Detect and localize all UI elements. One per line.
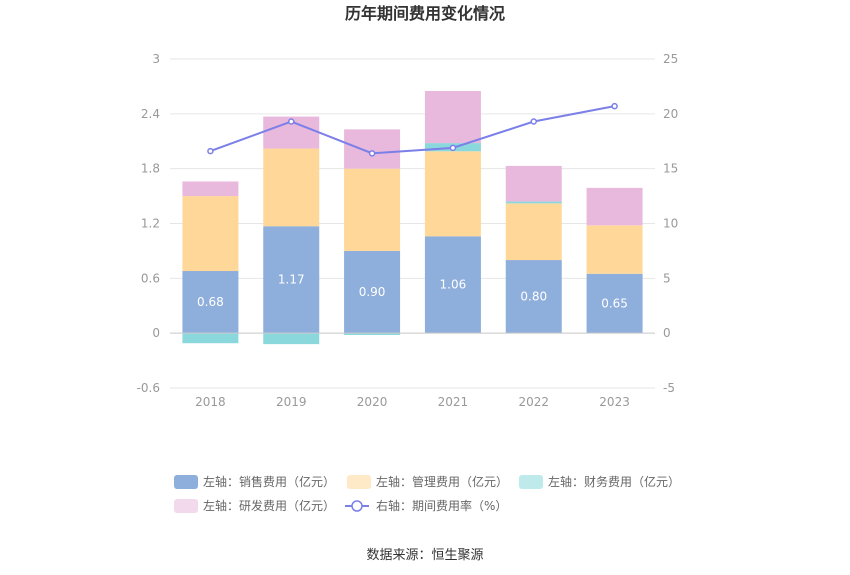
y-right-tick-label: 5 xyxy=(663,271,671,285)
y-right-tick-label: 20 xyxy=(663,107,678,121)
bar-data-label: 0.65 xyxy=(601,296,628,310)
rate-line xyxy=(207,102,618,157)
bar-segment xyxy=(182,181,239,197)
bar-segment xyxy=(182,271,239,334)
grid xyxy=(170,58,655,389)
bar-segment xyxy=(263,226,320,334)
bar-segment xyxy=(586,187,643,226)
bar-segment xyxy=(344,250,401,334)
y-right-tick-label: 10 xyxy=(663,217,678,231)
rate-point xyxy=(288,118,295,125)
y-left-tick-label: -0.6 xyxy=(137,381,160,395)
y-left-tick-label: 0.6 xyxy=(141,271,160,285)
x-tick-label: 2018 xyxy=(195,395,226,409)
y-left-tick-label: 1.8 xyxy=(141,162,160,176)
y-right-tick-label: -5 xyxy=(663,381,675,395)
bar-segment xyxy=(424,90,481,144)
bar-segment xyxy=(182,196,239,272)
rate-point xyxy=(368,150,376,157)
legend-label: 左轴：管理费用（亿元） xyxy=(376,474,508,489)
bar-segment xyxy=(344,333,401,335)
legend: 左轴：销售费用（亿元） 左轴：管理费用（亿元） 左轴：财务费用（亿元） 左轴：研发费用… xyxy=(174,474,680,513)
bar-data-label: 1.17 xyxy=(278,273,305,287)
bar-segment xyxy=(344,129,401,169)
legend-label: 左轴：研发费用（亿元） xyxy=(203,498,335,513)
bar-segment xyxy=(586,273,643,334)
bar-segment xyxy=(424,151,481,237)
bar-segment xyxy=(505,165,562,202)
bar-segment xyxy=(586,225,643,274)
legend-item: 左轴：财务费用（亿元） xyxy=(519,474,680,489)
y-left-tick-label: 0 xyxy=(152,326,160,340)
bar-segment xyxy=(182,333,239,344)
legend-swatch xyxy=(174,475,198,489)
bar-data-label: 0.90 xyxy=(359,285,386,299)
legend-label: 左轴：财务费用（亿元） xyxy=(548,474,680,489)
legend-item: 左轴：管理费用（亿元） xyxy=(347,474,508,489)
rate-line-path xyxy=(210,105,615,155)
data-source: 数据来源：恒生聚源 xyxy=(366,548,483,563)
legend-label: 右轴：期间费用率（%） xyxy=(376,498,507,513)
bar-data-label: 1.06 xyxy=(440,278,467,292)
y-right-tick-label: 15 xyxy=(663,162,678,176)
x-tick-label: 2023 xyxy=(599,395,630,409)
bar-data-label: 0.80 xyxy=(520,290,547,304)
bar-data-label: 0.68 xyxy=(197,295,224,309)
y-left-tick-label: 2.4 xyxy=(141,107,160,121)
bar-segment xyxy=(424,236,481,334)
legend-item: 右轴：期间费用率（%） xyxy=(345,498,507,513)
y-left-tick-label: 1.2 xyxy=(141,217,160,231)
bar-segment xyxy=(505,203,562,261)
bar-segment xyxy=(263,148,320,227)
y-left-tick-label: 3 xyxy=(152,52,160,66)
legend-label: 左轴：销售费用（亿元） xyxy=(203,474,335,489)
legend-swatch xyxy=(347,475,371,489)
legend-swatch xyxy=(174,499,198,513)
x-tick-label: 2019 xyxy=(276,395,307,409)
bar-segment xyxy=(344,168,401,251)
bar-segment xyxy=(505,201,562,204)
rate-point xyxy=(449,144,457,152)
x-tick-label: 2021 xyxy=(438,395,469,409)
bar-segment xyxy=(505,260,562,334)
x-tick-label: 2020 xyxy=(357,395,388,409)
rate-point xyxy=(530,118,537,125)
chart-title: 历年期间费用变化情况 xyxy=(345,4,505,23)
legend-item: 左轴：研发费用（亿元） xyxy=(174,498,335,513)
rate-point xyxy=(611,102,618,110)
x-tick-label: 2022 xyxy=(518,395,549,409)
y-right-tick-label: 0 xyxy=(663,326,671,340)
legend-swatch xyxy=(519,475,543,489)
rate-point xyxy=(207,147,214,155)
y-right-tick-label: 25 xyxy=(663,52,678,66)
legend-line-marker xyxy=(351,500,363,512)
bars: 0.68 1.17 0.90 1.06 0.80 0.65 xyxy=(182,90,643,345)
axes: -0.6 0 0.6 1.2 1.8 2.4 3 -5 0 5 10 15 20 25 2018 2019 20… xyxy=(137,52,679,409)
bar-segment xyxy=(263,333,320,345)
legend-item: 左轴：销售费用（亿元） xyxy=(174,474,335,489)
